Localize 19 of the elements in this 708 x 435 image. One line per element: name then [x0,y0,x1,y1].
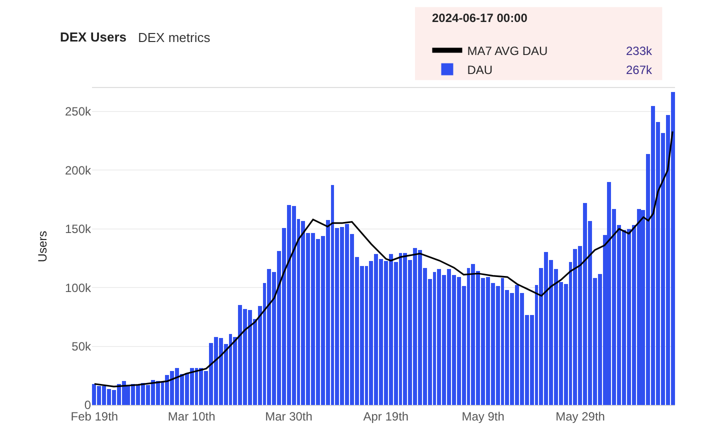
y-tick-label: 50k [72,340,92,354]
x-tick-label: Mar 30th [265,409,312,424]
x-tick-label: May 29th [556,409,605,424]
line-series [94,130,674,388]
text: 2024-06-17 00:00 [432,11,528,25]
y-tick-label: 100k [64,280,92,295]
legend-label: DAU [467,62,493,77]
chart-subtitle: DEX metrics [138,30,211,45]
x-tick-label: May 9th [462,409,504,424]
text: 267k [626,63,654,77]
text: 233k [626,44,654,58]
legend-label: MA7 AVG DAU [467,44,548,58]
chart-title: DEX Users [60,30,126,45]
y-tick-label: 200k [64,163,92,178]
y-axis-title: Users [35,230,50,262]
y-tick-label: 150k [64,222,92,236]
x-tick-label: Apr 19th [363,409,409,424]
x-tick-label: Mar 10th [168,409,216,424]
y-tick-label: 250k [64,104,92,119]
